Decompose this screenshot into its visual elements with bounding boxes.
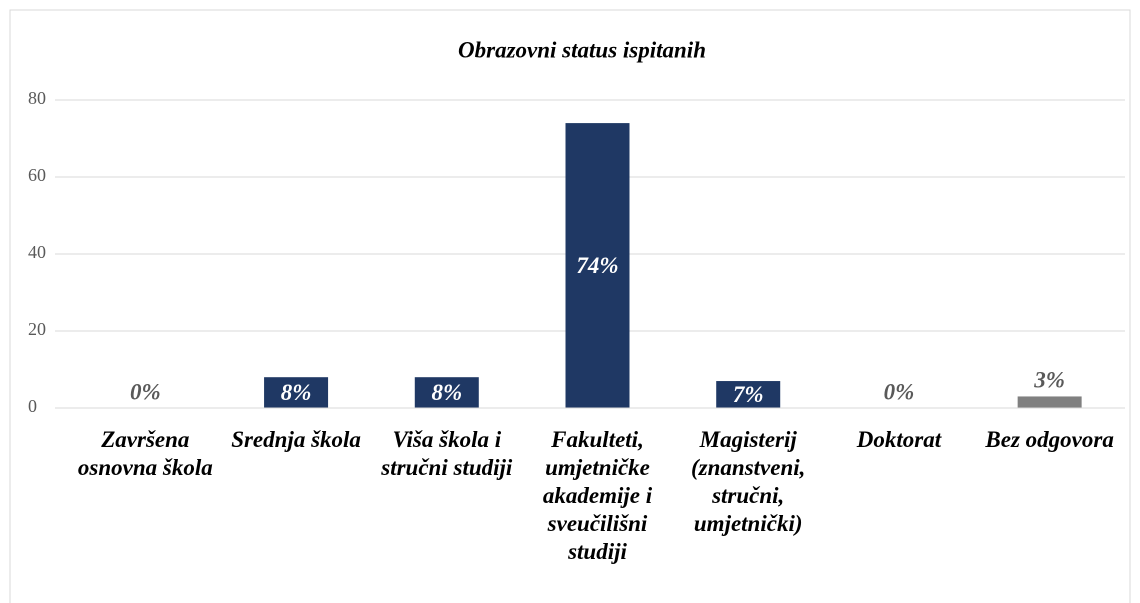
value-label: 74% [576,253,618,278]
x-tick-label: Srednja škola [231,427,361,452]
value-label: 0% [884,379,915,404]
value-label: 8% [431,380,462,405]
chart-border [9,9,1131,603]
y-tick-label: 20 [28,319,46,339]
x-tick-label: Završena osnovna škola [77,427,213,480]
bar [264,377,329,408]
y-tick-label: 40 [28,242,46,262]
x-tick-label: Magisterij (znanstveni, stručni, umjetni… [691,427,806,536]
value-label: 8% [281,380,312,405]
x-tick-label: Viša škola i stručni studiji [381,427,513,480]
x-tick-label: Doktorat [856,427,942,452]
x-tick-label: Bez odgovora [985,427,1114,452]
y-tick-label: 60 [28,165,46,185]
bar [565,123,630,408]
chart-title: Obrazovni status ispitanih [458,37,706,62]
bar [414,377,479,408]
y-tick-label: 0 [28,396,37,416]
value-label: 0% [130,379,161,404]
bar [1017,396,1082,408]
x-tick-label: Fakulteti, umjetničke akademije i sveuči… [542,427,653,564]
value-label: 3% [1033,368,1065,393]
value-label: 7% [733,382,764,407]
bar [716,381,781,408]
y-tick-label: 80 [28,88,46,108]
